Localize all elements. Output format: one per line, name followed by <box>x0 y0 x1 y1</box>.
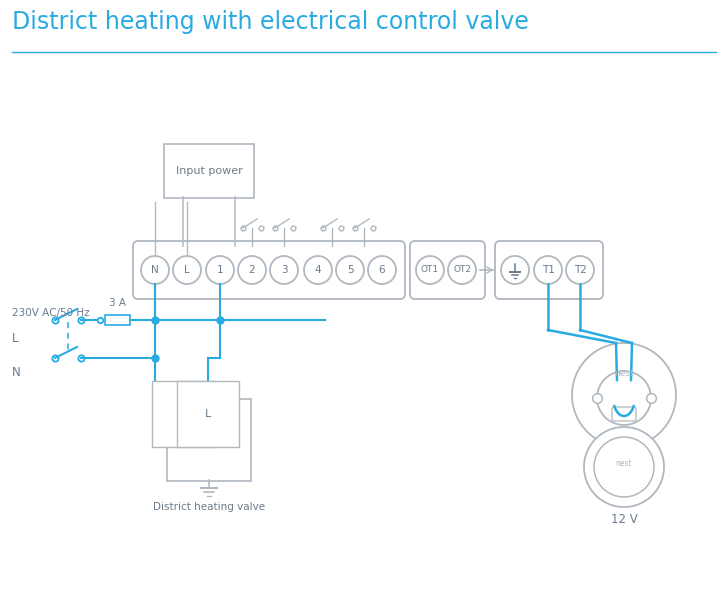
Text: 1: 1 <box>217 265 223 275</box>
Text: T2: T2 <box>574 265 587 275</box>
Text: nest: nest <box>616 459 633 467</box>
Text: District heating valve: District heating valve <box>153 502 265 512</box>
Text: District heating with electrical control valve: District heating with electrical control… <box>12 10 529 34</box>
Text: 5: 5 <box>347 265 353 275</box>
FancyBboxPatch shape <box>164 144 254 198</box>
Circle shape <box>416 256 444 284</box>
Text: 3 A: 3 A <box>109 298 126 308</box>
Circle shape <box>304 256 332 284</box>
FancyBboxPatch shape <box>495 241 603 299</box>
Text: L: L <box>205 409 211 419</box>
Text: Input power: Input power <box>175 166 242 176</box>
Text: 230V AC/50 Hz: 230V AC/50 Hz <box>12 308 90 318</box>
FancyBboxPatch shape <box>410 241 485 299</box>
FancyBboxPatch shape <box>105 315 130 325</box>
Text: nest: nest <box>614 368 634 378</box>
Circle shape <box>501 256 529 284</box>
Text: N: N <box>151 265 159 275</box>
Circle shape <box>584 427 664 507</box>
Circle shape <box>566 256 594 284</box>
Circle shape <box>206 256 234 284</box>
Text: 2: 2 <box>249 265 256 275</box>
Circle shape <box>572 343 676 447</box>
Circle shape <box>336 256 364 284</box>
Text: OT2: OT2 <box>453 266 471 274</box>
Text: 6: 6 <box>379 265 385 275</box>
Text: L: L <box>184 265 190 275</box>
Text: L: L <box>12 331 18 345</box>
Text: N: N <box>180 409 188 419</box>
FancyBboxPatch shape <box>167 399 251 481</box>
Text: 4: 4 <box>314 265 321 275</box>
Text: N: N <box>12 365 21 378</box>
FancyBboxPatch shape <box>133 241 405 299</box>
Circle shape <box>534 256 562 284</box>
Circle shape <box>448 256 476 284</box>
Circle shape <box>368 256 396 284</box>
Circle shape <box>594 437 654 497</box>
Text: 3: 3 <box>281 265 288 275</box>
Circle shape <box>173 256 201 284</box>
Text: T1: T1 <box>542 265 555 275</box>
Circle shape <box>238 256 266 284</box>
Circle shape <box>270 256 298 284</box>
Text: OT1: OT1 <box>421 266 439 274</box>
Circle shape <box>597 371 651 425</box>
Text: 12 V: 12 V <box>611 513 638 526</box>
Circle shape <box>141 256 169 284</box>
FancyBboxPatch shape <box>612 407 636 421</box>
